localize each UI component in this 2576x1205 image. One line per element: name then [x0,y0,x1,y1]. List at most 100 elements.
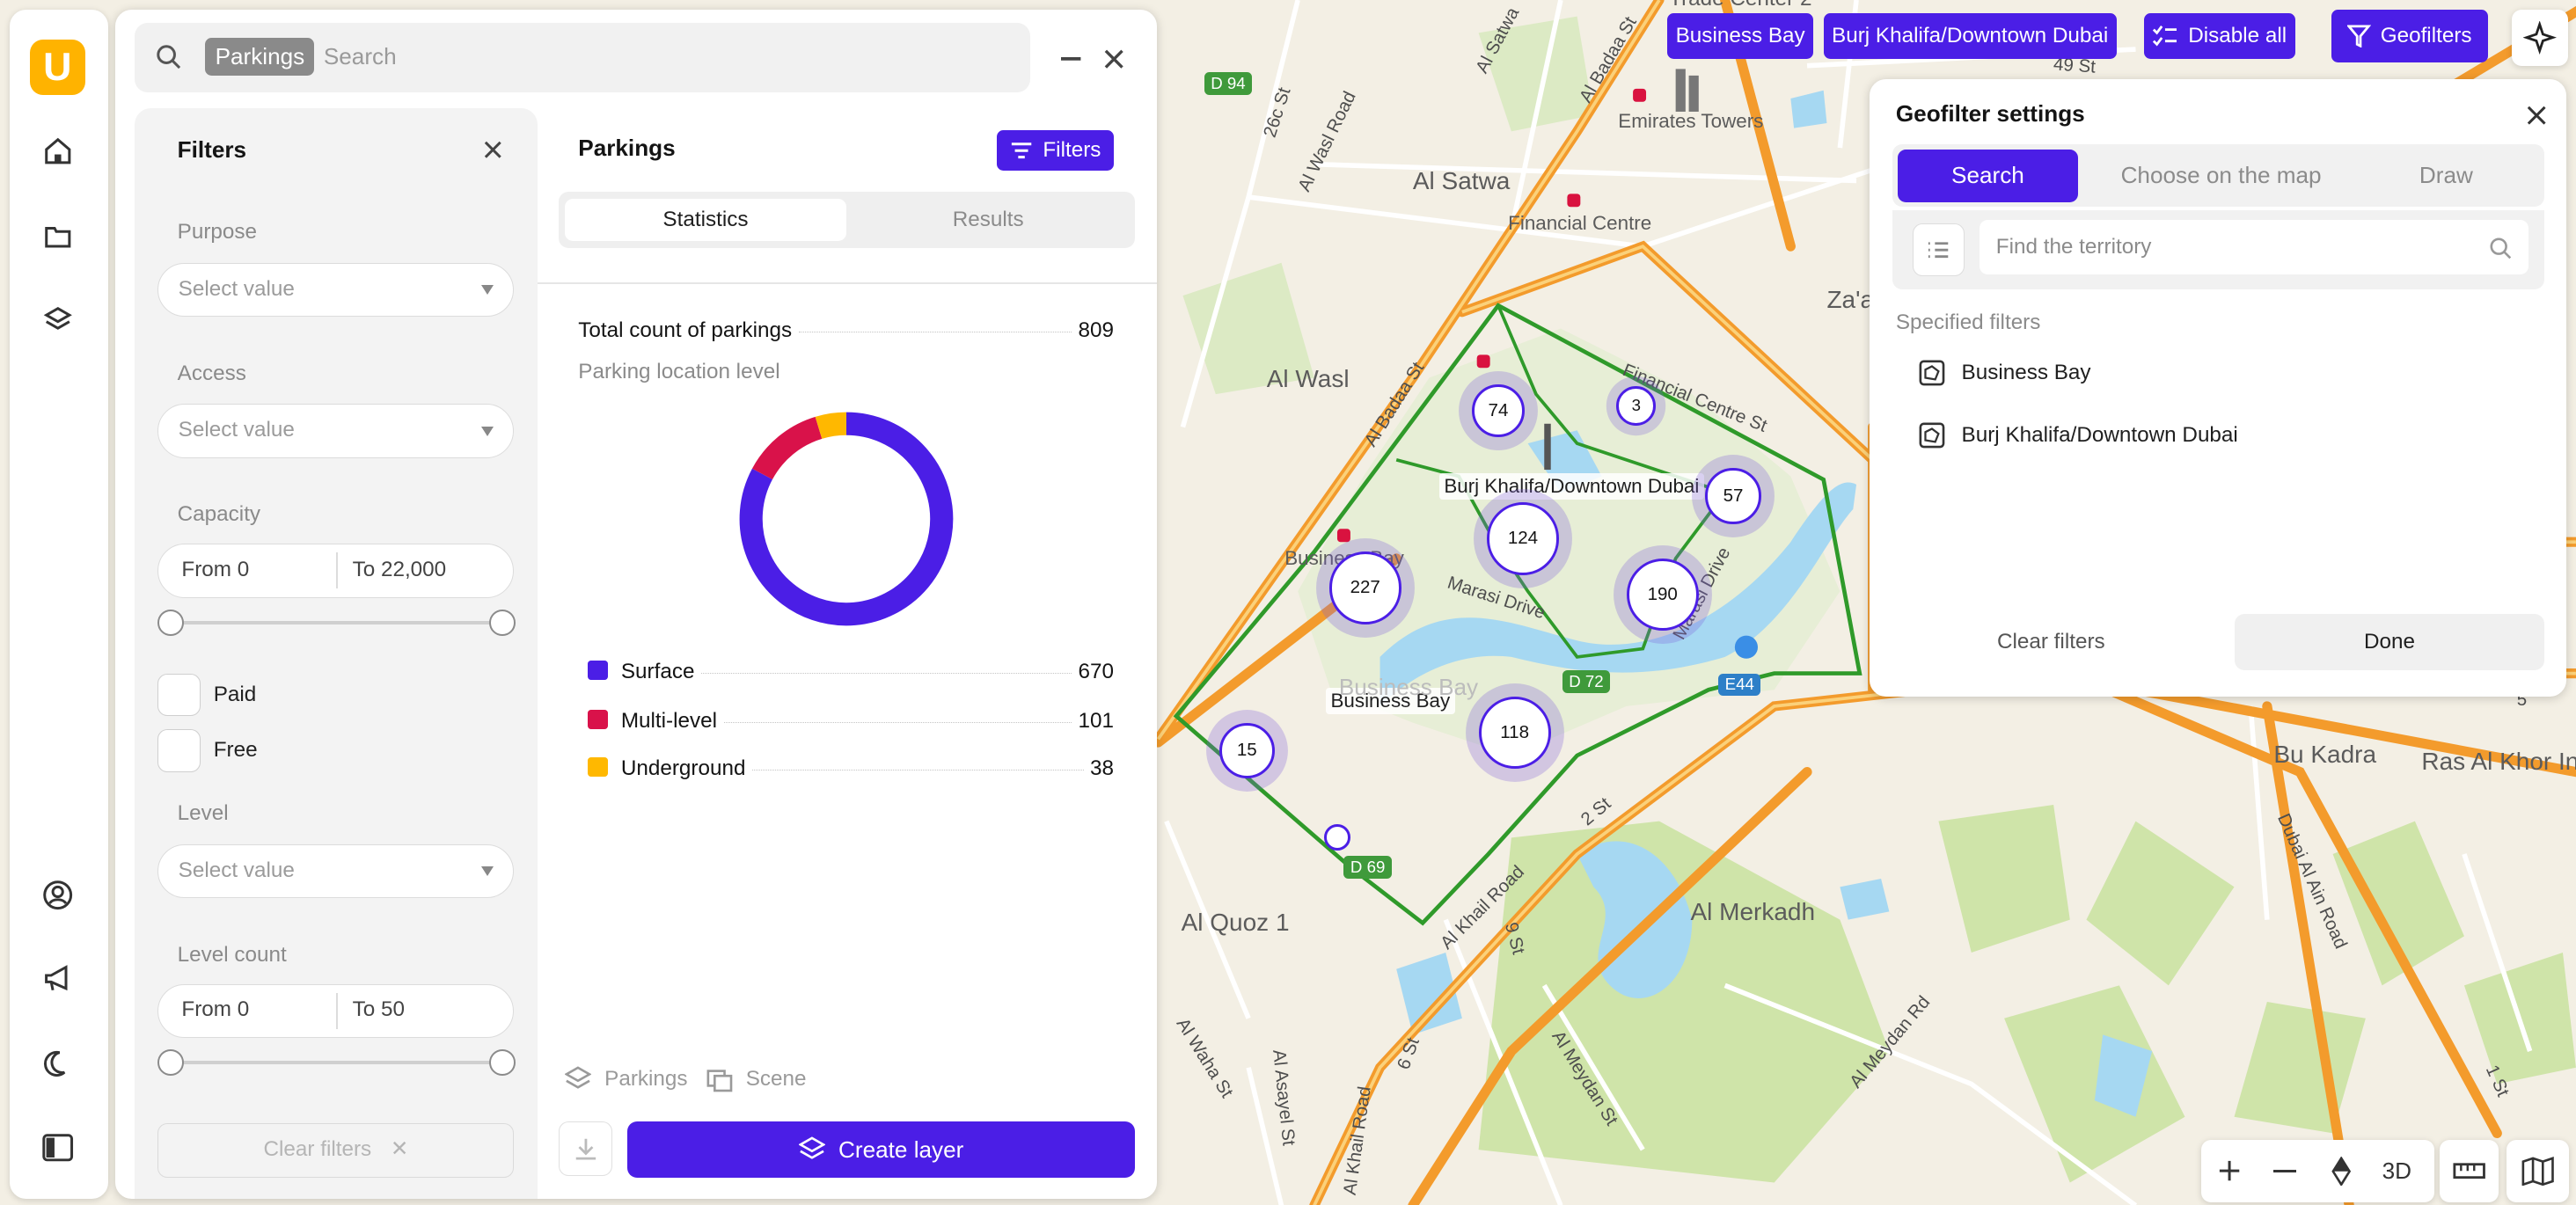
legend-label: Multi-level [620,709,718,734]
road-shield-e44: E44 [1718,673,1761,697]
3d-toggle[interactable]: 3D [2382,1157,2412,1184]
slider-handle-max[interactable] [489,609,516,636]
search-chip[interactable]: Parkings [205,37,315,76]
zoom-in-icon[interactable] [2205,1146,2254,1195]
donut-chart [739,412,953,626]
filters-button[interactable]: Filters [997,129,1115,172]
capacity-range-input[interactable]: From 0 To 22,000 [157,544,515,598]
disable-all-button[interactable]: Disable all [2143,12,2295,60]
search-icon [2490,237,2512,259]
panel-toggle-icon[interactable] [33,1123,82,1172]
road-shield-d69: D 69 [1343,855,1392,879]
level-count-range-input[interactable]: From 0 To 50 [157,983,515,1039]
checkbox-box[interactable] [157,729,201,772]
layers-icon[interactable] [33,296,82,345]
checkbox-box[interactable] [157,673,201,717]
paid-checkbox[interactable]: Paid [157,673,256,717]
panel-title: Parkings [578,135,676,162]
app-logo[interactable]: U [29,39,86,96]
zoom-out-icon[interactable] [2260,1146,2309,1195]
parking-cluster[interactable]: 227 [1328,551,1401,624]
level-count-label: Level count [177,942,287,967]
level-count-from[interactable]: From 0 [181,997,250,1022]
ai-sparkle-button[interactable] [2512,10,2568,66]
specified-filter-item[interactable]: Business Bay [1919,360,2091,386]
user-icon[interactable] [33,871,82,920]
tab-statistics[interactable]: Statistics [565,198,846,242]
legend-value: 38 [1090,756,1115,781]
geofilter-done-button[interactable]: Done [2234,614,2545,670]
footer-parkings[interactable]: Parkings [565,1066,688,1092]
geofilter-settings-panel: Geofilter settings Search Choose on the … [1869,78,2566,697]
layers-icon [565,1066,592,1089]
tab-draw[interactable]: Draw [2419,161,2473,188]
megaphone-icon[interactable] [33,954,82,1004]
level-count-to[interactable]: To 50 [352,997,405,1022]
parking-cluster[interactable]: 15 [1218,722,1276,779]
download-icon [575,1138,596,1160]
purpose-select[interactable]: Select value [157,262,515,318]
search-bar[interactable]: Parkings Search [135,23,1030,92]
moon-icon[interactable] [33,1040,82,1089]
slider-handle-min[interactable] [157,609,185,636]
specified-filter-label: Burj Khalifa/Downtown Dubai [1961,422,2238,447]
donut-slice-underground [815,412,847,440]
capacity-slider[interactable] [157,609,516,636]
parking-cluster[interactable]: 190 [1626,558,1699,632]
scene-icon [706,1070,733,1092]
home-icon[interactable] [33,127,82,176]
geofilters-button[interactable]: Geofilters [2331,10,2489,62]
access-select[interactable]: Select value [157,404,515,458]
geofilter-chip-burj-khalifa[interactable]: Burj Khalifa/Downtown Dubai [1823,12,2117,60]
free-label: Free [213,738,258,763]
access-select-value: Select value [178,418,295,442]
tab-results[interactable]: Results [952,207,1024,231]
tab-choose-on-map[interactable]: Choose on the map [2120,161,2322,188]
capacity-to[interactable]: To 22,000 [352,558,447,581]
folder-icon[interactable] [33,212,82,261]
parking-cluster[interactable]: 74 [1472,383,1525,437]
donut-slice-surface [739,412,953,626]
geofilter-clear-button[interactable]: Clear filters [1996,630,2105,654]
parking-cluster[interactable]: 57 [1705,468,1761,524]
parking-cluster[interactable]: 118 [1478,696,1551,769]
search-input[interactable]: Search [323,42,397,69]
close-icon[interactable] [1097,43,1130,76]
map-area-burj-khalifa: Burj Khalifa/Downtown Dubai [1438,472,1704,500]
free-checkbox[interactable]: Free [157,729,258,772]
map-style-button[interactable] [2506,1139,2570,1202]
map-icon [2521,1156,2555,1187]
create-layer-label: Create layer [838,1136,964,1163]
create-layer-button[interactable]: Create layer [627,1121,1136,1178]
compass-icon[interactable] [2316,1146,2366,1195]
close-filters-icon[interactable] [479,136,506,163]
geofilter-chip-business-bay[interactable]: Business Bay [1667,12,1813,60]
territory-search-input[interactable]: Find the territory [1980,220,2528,274]
map-place-financial-centre: Financial Centre [1508,211,1652,234]
close-icon[interactable] [2523,102,2550,128]
map-area-business-bay-faded: Business Bay [1338,673,1479,700]
parking-point[interactable] [1324,824,1350,851]
total-count-row: Total count of parkings 809 [578,318,1114,343]
map-place-bu-kadra: Bu Kadra [2273,741,2377,769]
parking-cluster[interactable]: 124 [1486,502,1560,575]
layers-icon [799,1136,826,1159]
parking-cluster[interactable]: 3 [1616,385,1657,426]
level-select[interactable]: Select value [157,844,515,899]
legend-row-surface: Surface 670 [588,659,1114,684]
level-count-slider[interactable] [157,1049,516,1077]
polygon-area-icon [1919,360,1945,386]
tab-search[interactable]: Search [1897,149,2079,202]
slider-handle-max[interactable] [489,1049,516,1077]
slider-handle-min[interactable] [157,1049,185,1077]
list-button[interactable] [1912,223,1965,276]
specified-filter-item[interactable]: Burj Khalifa/Downtown Dubai [1919,422,2238,449]
capacity-from[interactable]: From 0 [181,558,250,581]
filters-button-label: Filters [1043,137,1101,162]
ruler-button[interactable] [2439,1139,2499,1202]
minimize-icon[interactable] [1055,43,1087,76]
footer-scene[interactable]: Scene [706,1066,807,1092]
download-button[interactable] [558,1121,613,1176]
clear-filters-button[interactable]: Clear filters ✕ [157,1123,515,1178]
specified-filter-label: Business Bay [1961,360,2091,384]
